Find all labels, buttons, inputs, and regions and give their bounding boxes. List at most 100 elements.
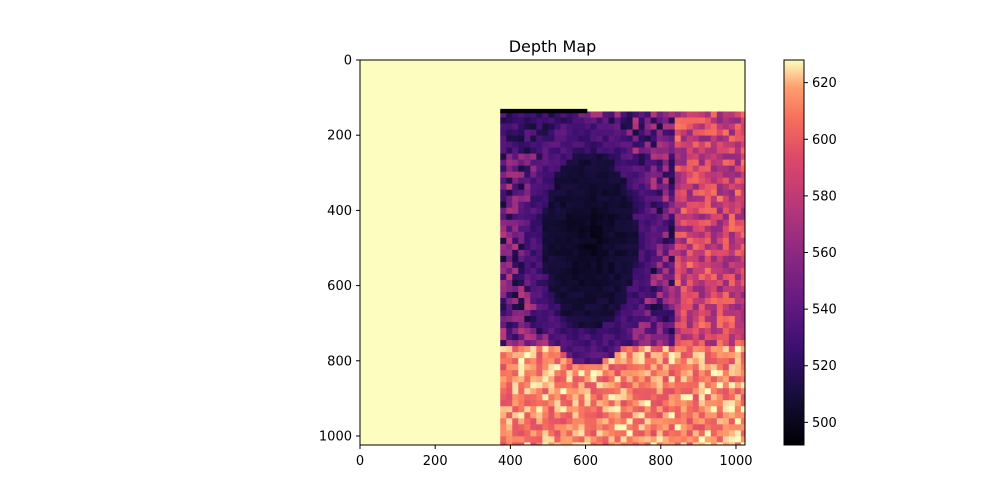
heatmap-cell xyxy=(572,406,580,413)
heatmap-cell xyxy=(572,424,580,431)
heatmap-cell xyxy=(674,207,682,215)
heatmap-cell xyxy=(650,183,658,191)
heatmap-cell xyxy=(668,117,676,125)
heatmap-cell xyxy=(626,436,634,443)
heatmap-cell xyxy=(662,352,670,359)
heatmap-cell xyxy=(512,400,519,407)
heatmap-cell xyxy=(608,328,616,335)
heatmap-cell xyxy=(626,177,634,185)
heatmap-cell xyxy=(518,418,525,425)
heatmap-cell xyxy=(542,382,549,389)
heatmap-cell xyxy=(722,394,730,401)
heatmap-cell xyxy=(518,346,525,353)
heatmap-cell xyxy=(512,117,519,125)
heatmap-cell xyxy=(578,340,586,347)
heatmap-cell xyxy=(692,207,700,215)
heatmap-cell xyxy=(680,267,688,275)
heatmap-cell xyxy=(734,436,742,443)
heatmap-cell xyxy=(578,141,586,149)
heatmap-cell xyxy=(710,285,718,293)
heatmap-cell xyxy=(656,442,664,445)
heatmap-cell xyxy=(698,322,706,329)
heatmap-cell xyxy=(572,123,580,131)
heatmap-cell xyxy=(656,279,664,287)
heatmap-cell xyxy=(740,316,745,323)
heatmap-cell xyxy=(524,322,531,329)
heatmap-cell xyxy=(686,237,694,245)
heatmap-cell xyxy=(644,364,652,371)
heatmap-cell xyxy=(674,159,682,167)
heatmap-cell xyxy=(656,412,664,419)
heatmap-cell xyxy=(518,111,525,119)
heatmap-cell xyxy=(506,213,513,221)
heatmap-cell xyxy=(662,165,670,173)
heatmap-cell xyxy=(656,418,664,425)
heatmap-cell xyxy=(662,310,670,317)
heatmap-cell xyxy=(608,273,616,281)
heatmap-cell xyxy=(728,195,736,203)
heatmap-cell xyxy=(554,195,561,203)
heatmap-cell xyxy=(698,249,706,257)
heatmap-cell xyxy=(716,231,724,239)
heatmap-cell xyxy=(542,129,549,137)
heatmap-cell xyxy=(536,123,543,131)
heatmap-cell xyxy=(662,243,670,251)
heatmap-cell xyxy=(680,243,688,251)
heatmap-cell xyxy=(662,159,670,167)
heatmap-cell xyxy=(572,412,580,419)
heatmap-cell xyxy=(692,267,700,275)
heatmap-cell xyxy=(632,243,640,251)
heatmap-cell xyxy=(716,135,724,143)
heatmap-cell xyxy=(506,135,513,143)
heatmap-cell xyxy=(590,261,598,269)
heatmap-cell xyxy=(728,328,736,335)
heatmap-cell xyxy=(662,135,670,143)
heatmap-cell xyxy=(584,412,592,419)
heatmap-cell xyxy=(716,400,724,407)
heatmap-cell xyxy=(740,249,745,257)
heatmap-cell xyxy=(704,436,712,443)
heatmap-cell xyxy=(524,177,531,185)
heatmap-cell xyxy=(596,159,604,167)
heatmap-cell xyxy=(572,442,580,445)
heatmap-cell xyxy=(506,376,513,383)
heatmap-cell xyxy=(680,291,688,299)
heatmap-cell xyxy=(566,328,574,335)
heatmap-cell xyxy=(518,243,525,251)
heatmap-cell xyxy=(626,304,634,311)
heatmap-cell xyxy=(740,376,745,383)
heatmap-cell xyxy=(638,382,646,389)
colorbar-tick-label: 500 xyxy=(812,416,837,431)
heatmap-cell xyxy=(536,400,543,407)
heatmap-cell xyxy=(668,183,676,191)
heatmap-cell xyxy=(560,219,568,227)
heatmap-cell xyxy=(674,195,682,203)
heatmap-cell xyxy=(674,261,682,269)
heatmap-cell xyxy=(512,183,519,191)
heatmap-cell xyxy=(602,159,610,167)
heatmap-cell xyxy=(698,310,706,317)
heatmap-cell xyxy=(662,370,670,377)
heatmap-cell xyxy=(740,123,745,131)
heatmap-cell xyxy=(566,231,574,239)
heatmap-cell xyxy=(566,153,574,161)
heatmap-cell xyxy=(680,394,688,401)
heatmap-cell xyxy=(590,207,598,215)
heatmap-cell xyxy=(614,207,622,215)
heatmap-cell xyxy=(626,412,634,419)
heatmap-cell xyxy=(560,165,568,173)
heatmap-cell xyxy=(542,135,549,143)
heatmap-cell xyxy=(692,243,700,251)
heatmap-cell xyxy=(566,237,574,245)
heatmap-cell xyxy=(608,376,616,383)
heatmap-cell xyxy=(698,165,706,173)
heatmap-cell xyxy=(692,316,700,323)
heatmap-cell xyxy=(536,285,543,293)
heatmap-cell xyxy=(644,382,652,389)
heatmap-cell xyxy=(668,177,676,185)
heatmap-cell xyxy=(566,111,574,119)
heatmap-cell xyxy=(530,310,537,317)
heatmap-cell xyxy=(716,273,724,281)
heatmap-cell xyxy=(728,346,736,353)
heatmap-cell xyxy=(530,255,537,263)
